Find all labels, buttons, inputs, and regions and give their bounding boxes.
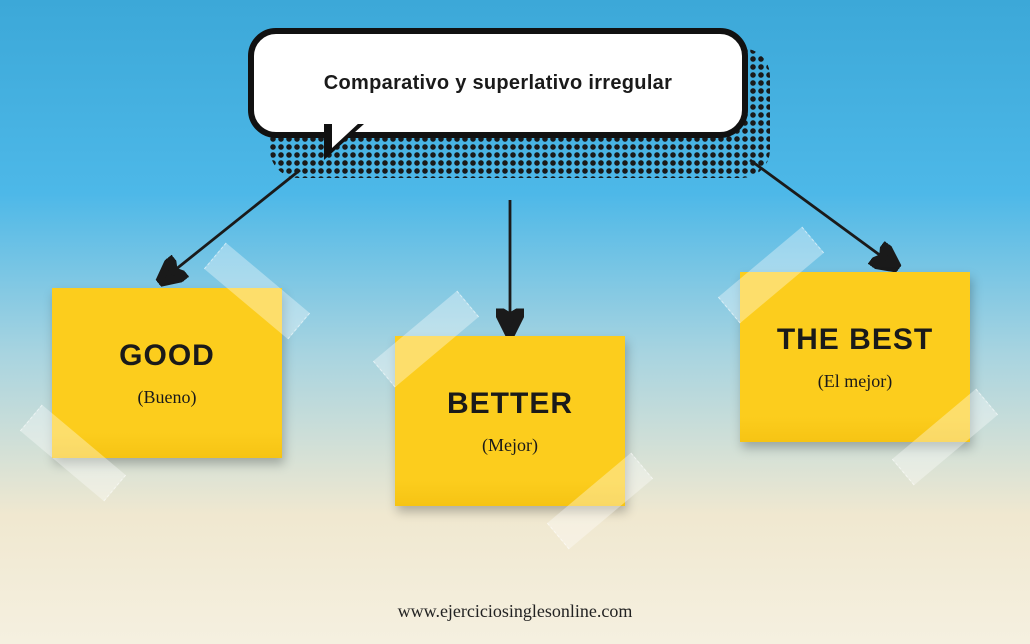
sticky-note-good: GOOD (Bueno)	[52, 288, 282, 458]
note-main-thebest: THE BEST	[777, 323, 933, 357]
footer-url: www.ejerciciosinglesonline.com	[0, 601, 1030, 622]
sticky-note-better: BETTER (Mejor)	[395, 336, 625, 506]
note-sub-thebest: (El mejor)	[818, 371, 892, 392]
note-sub-good: (Bueno)	[138, 387, 197, 408]
note-main-good: GOOD	[119, 339, 215, 373]
sticky-note-thebest: THE BEST (El mejor)	[740, 272, 970, 442]
note-sub-better: (Mejor)	[482, 435, 538, 456]
note-main-better: BETTER	[447, 387, 573, 421]
